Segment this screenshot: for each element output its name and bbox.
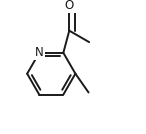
Text: O: O (65, 0, 74, 12)
Text: N: N (35, 46, 44, 59)
